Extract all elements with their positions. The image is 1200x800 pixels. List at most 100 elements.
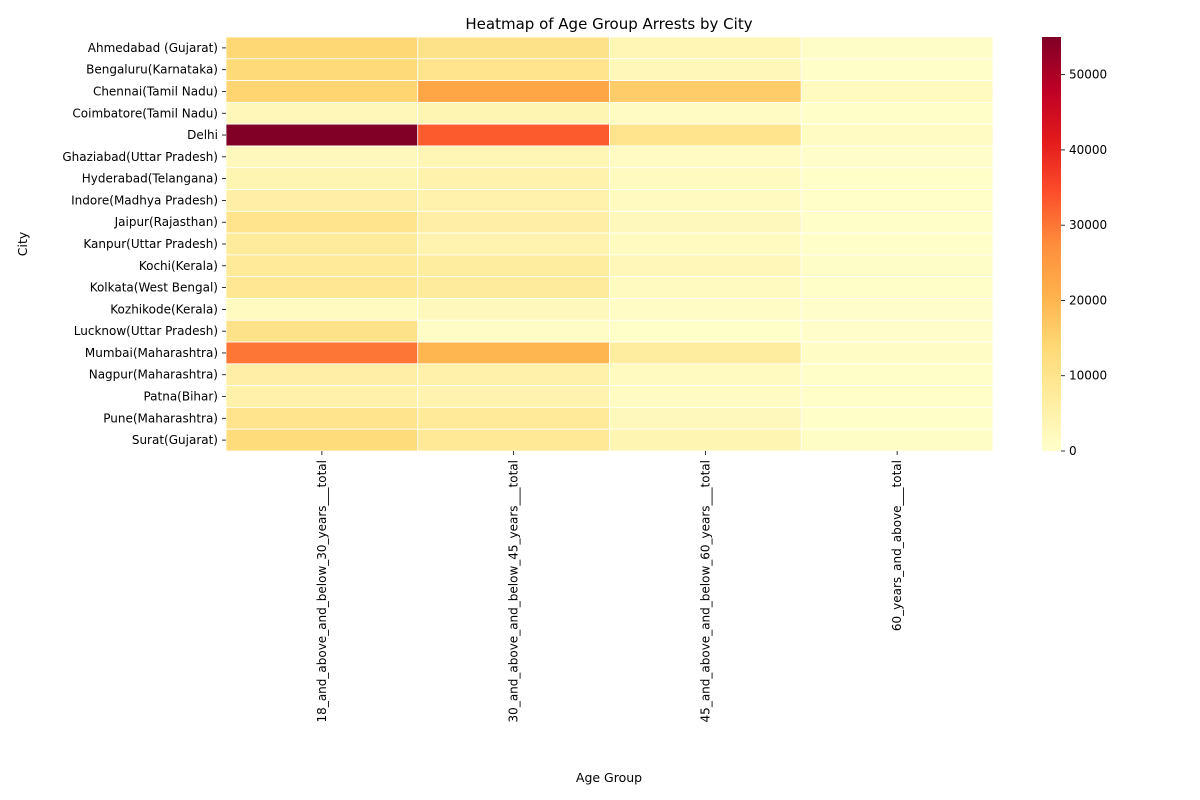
y-tick-label: Patna(Bihar): [143, 390, 218, 404]
heatmap-cell: [800, 341, 994, 365]
heatmap-cell: [609, 167, 802, 190]
heatmap-cell: [609, 123, 802, 147]
heatmap-cell: [609, 145, 802, 169]
x-axis-ticks: 18_and_above_and_below_30_years___total 3…: [315, 451, 904, 722]
heatmap-cell: [609, 58, 802, 81]
heatmap-cell: [225, 210, 419, 234]
y-tick-label: Kanpur(Uttar Pradesh): [83, 237, 218, 251]
heatmap-cell: [225, 101, 419, 125]
y-tick-label: Indore(Madhya Pradesh): [71, 193, 218, 207]
colorbar-tick-label: 0: [1069, 444, 1077, 458]
heatmap-cell: [800, 232, 994, 256]
heatmap-cell: [800, 276, 994, 299]
colorbar-tick-label: 40000: [1069, 143, 1107, 157]
heatmap-cell: [417, 254, 610, 278]
x-tick-label: 60_years_and_above___total: [890, 460, 904, 631]
heatmap-cell: [609, 276, 802, 299]
heatmap-cell: [800, 123, 994, 147]
y-tick-label: Kozhikode(Kerala): [110, 302, 218, 316]
heatmap-cell: [417, 189, 610, 212]
y-tick-label: Nagpur(Maharashtra): [89, 368, 218, 382]
heatmap-cell: [417, 80, 610, 103]
heatmap-cell: [225, 58, 419, 81]
heatmap-cell: [800, 80, 994, 103]
heatmap-cell: [800, 36, 994, 60]
x-tick-label: 45_and_above_and_below_60_years___total: [698, 460, 712, 722]
y-tick-label: Ghaziabad(Uttar Pradesh): [62, 150, 218, 164]
heatmap-cell: [225, 36, 419, 60]
heatmap-cell: [225, 298, 419, 321]
heatmap-cell: [800, 145, 994, 169]
y-axis-ticks: Ahmedabad (Gujarat) Bengaluru(Karnataka) C…: [62, 41, 226, 447]
heatmap-cell: [417, 232, 610, 256]
y-tick-label: Coimbatore(Tamil Nadu): [72, 106, 218, 120]
heatmap-cell: [225, 363, 419, 387]
heatmap-cell: [417, 276, 610, 299]
heatmap-cell: [417, 145, 610, 169]
heatmap-cell: [225, 189, 419, 212]
heatmap-cell: [417, 210, 610, 234]
heatmap-cell: [225, 232, 419, 256]
heatmap-cell: [800, 167, 994, 190]
heatmap-cell: [800, 407, 994, 430]
heatmap-cell: [225, 167, 419, 190]
heatmap-cell: [609, 319, 802, 343]
heatmap-cell: [417, 407, 610, 430]
heatmap-cell: [225, 319, 419, 343]
colorbar-gradient: [1042, 37, 1061, 451]
colorbar-tick-label: 20000: [1069, 293, 1107, 307]
y-tick-label: Bengaluru(Karnataka): [86, 63, 218, 77]
heatmap-cell: [800, 210, 994, 234]
y-tick-label: Chennai(Tamil Nadu): [93, 84, 218, 98]
y-tick-label: Ahmedabad (Gujarat): [88, 41, 218, 55]
heatmap-cell: [800, 385, 994, 408]
y-tick-label: Mumbai(Maharashtra): [85, 346, 218, 360]
heatmap-cell: [417, 298, 610, 321]
heatmap-cell: [225, 276, 419, 299]
heatmap-cell: [417, 123, 610, 147]
heatmap-cell: [609, 363, 802, 387]
heatmap-cell: [225, 428, 419, 452]
y-tick-label: Kochi(Kerala): [139, 259, 218, 273]
heatmap-cell: [800, 363, 994, 387]
heatmap-cell: [800, 189, 994, 212]
heatmap-cell: [417, 428, 610, 452]
heatmap-cell: [609, 428, 802, 452]
x-axis-title: Age Group: [576, 770, 642, 785]
heatmap-cell: [800, 428, 994, 452]
colorbar-tick-label: 10000: [1069, 369, 1107, 383]
colorbar-tick-label: 50000: [1069, 68, 1107, 82]
heatmap-cell: [609, 210, 802, 234]
heatmap-cell: [417, 58, 610, 81]
heatmap-cell: [609, 407, 802, 430]
heatmap-cell: [417, 341, 610, 365]
heatmap-cell: [609, 101, 802, 125]
colorbar-tick-label: 30000: [1069, 218, 1107, 232]
y-tick-label: Surat(Gujarat): [132, 433, 218, 447]
heatmap-cell: [225, 385, 419, 408]
heatmap-cell: [417, 363, 610, 387]
heatmap-cell: [225, 145, 419, 169]
heatmap-cell: [417, 101, 610, 125]
heatmap-cell: [225, 80, 419, 103]
heatmap-cell: [609, 232, 802, 256]
x-tick-label: 30_and_above_and_below_45_years___total: [507, 460, 521, 722]
heatmap-cell: [225, 123, 419, 147]
y-tick-label: Lucknow(Uttar Pradesh): [74, 324, 218, 338]
y-tick-label: Jaipur(Rajasthan): [114, 215, 218, 229]
heatmap-cell: [800, 298, 994, 321]
y-axis-title: City: [15, 231, 30, 256]
heatmap-cells: [225, 36, 994, 452]
colorbar: 0 10000 20000 30000 40000 50000: [1042, 37, 1107, 458]
y-tick-label: Pune(Maharashtra): [103, 411, 218, 425]
heatmap-cell: [225, 254, 419, 278]
heatmap-cell: [609, 341, 802, 365]
y-tick-label: Delhi: [187, 128, 218, 142]
heatmap-cell: [417, 36, 610, 60]
heatmap-cell: [609, 254, 802, 278]
heatmap-cell: [609, 80, 802, 103]
chart-title: Heatmap of Age Group Arrests by City: [465, 15, 752, 33]
heatmap-cell: [225, 341, 419, 365]
